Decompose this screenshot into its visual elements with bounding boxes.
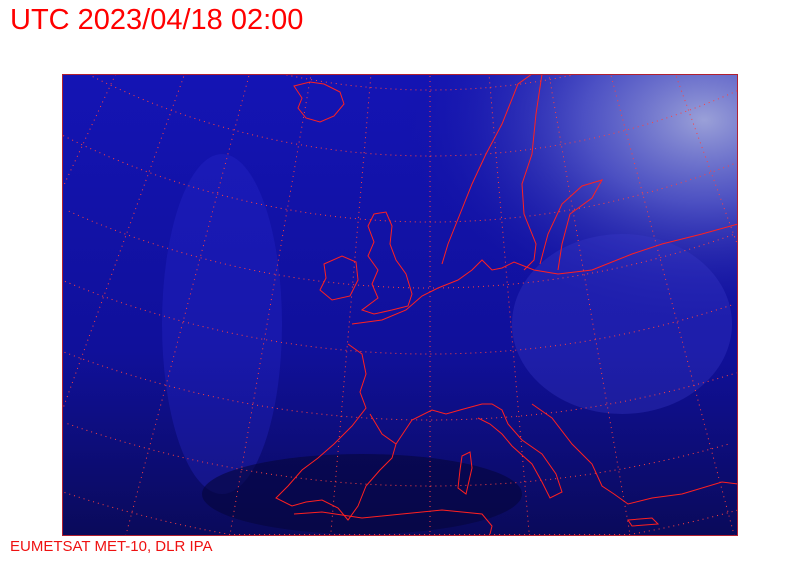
coast-continent: [351, 223, 738, 325]
latitude-line: [286, 74, 574, 91]
map-border: [62, 74, 738, 536]
coast-africa: [293, 509, 493, 535]
latitude-line: [92, 76, 738, 157]
coast-france-italy: [395, 403, 563, 499]
coast-crete: [627, 517, 660, 527]
satellite-map: [62, 74, 738, 536]
latitude-line: [68, 210, 734, 289]
coast-britain: [360, 211, 413, 315]
coast-balkans: [531, 403, 738, 505]
dark-area: [202, 454, 522, 534]
coast-scandinavia: [441, 74, 604, 271]
coastlines: [275, 74, 738, 535]
graticule: [62, 74, 738, 536]
longitude-line: [62, 74, 117, 187]
cloud-area: [162, 154, 282, 494]
latitude-line: [67, 423, 730, 487]
latitude-line: [64, 492, 738, 535]
coast-ireland: [319, 255, 359, 301]
image-credit: EUMETSAT MET-10, DLR IPA: [10, 538, 213, 555]
coast-iceland: [293, 81, 345, 123]
timestamp-title: UTC 2023/04/18 02:00: [10, 4, 304, 36]
coast-iberia: [275, 343, 397, 521]
coast-corsica-sardinia: [457, 451, 473, 495]
cloud-area: [512, 234, 732, 414]
